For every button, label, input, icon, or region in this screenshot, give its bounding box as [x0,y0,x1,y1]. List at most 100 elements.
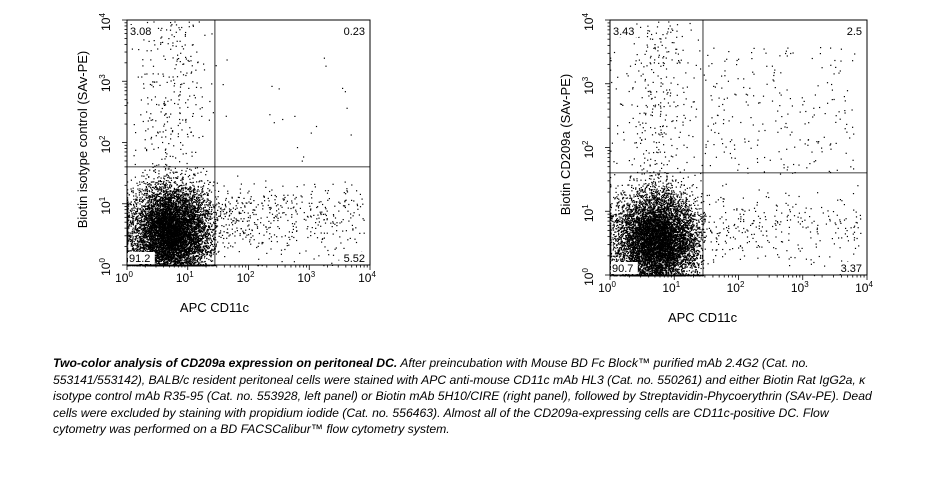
event-dot [189,261,191,263]
event-dot [206,194,208,196]
event-dot [194,236,196,239]
event-dot [144,248,146,250]
event-dot [205,243,207,245]
event-dot [131,242,133,244]
event-dot [142,233,144,235]
event-dot [157,236,159,238]
event-dot [154,227,156,229]
event-dot [174,258,176,260]
event-dot [193,198,195,200]
event-dot [171,197,173,199]
event-dot [188,213,190,215]
event-dot [153,226,155,228]
event-dot [167,232,169,234]
event-dot [193,207,195,209]
event-dot [205,249,207,251]
event-dot [213,251,215,253]
event-dot [181,238,183,240]
event-dot [178,225,180,227]
event-dot [204,242,206,244]
event-dot [182,192,184,194]
event-dot [138,227,140,229]
event-dot [189,197,191,199]
event-dot [179,216,181,218]
event-dot [193,236,195,238]
event-dot [183,191,185,194]
event-dot [141,205,143,207]
event-dot [208,246,210,248]
event-dot [136,216,138,218]
event-dot [188,232,190,234]
event-dot [182,198,184,200]
event-dot [132,248,134,250]
event-dot [211,224,213,226]
event-dot [177,195,180,197]
event-dot [146,238,148,241]
event-dot [167,210,169,212]
event-dot [181,215,183,217]
event-dot [197,258,199,260]
event-dot [160,177,162,179]
event-dot [152,202,154,204]
event-dot [166,258,168,260]
event-dot [200,180,202,182]
event-dot [137,184,139,187]
event-dot [127,248,129,250]
event-dot [138,194,140,196]
event-dot [156,193,158,195]
event-dot [162,183,164,185]
event-dot [156,244,158,246]
event-dot [141,175,143,177]
event-dot [201,242,203,244]
event-dot [180,238,182,240]
event-dot [193,234,195,236]
event-dot [152,198,154,200]
event-dot [196,167,198,169]
event-dot [140,228,143,230]
event-dot [200,186,202,188]
event-dot [210,239,213,241]
event-dot [182,196,184,198]
event-dot [175,235,177,237]
event-dot [191,214,193,216]
event-dot [156,210,158,213]
event-dot [152,192,154,194]
event-dot [154,249,156,251]
event-dot [158,176,160,178]
event-dot [207,215,209,217]
event-dot [194,227,197,229]
event-dot [152,209,154,211]
event-dot [139,214,141,216]
event-dot [171,256,173,258]
event-dot [207,194,209,196]
event-dot [203,227,205,229]
event-dot [136,213,138,215]
event-dot [158,225,161,227]
event-dot [200,240,202,242]
event-dot [190,220,193,222]
event-dot [154,234,156,236]
event-dot [201,201,204,203]
event-dot [168,225,170,227]
event-dot [163,187,166,189]
event-dot [191,242,193,245]
event-dot [152,181,154,183]
event-dot [129,224,131,226]
event-dot [184,244,186,247]
event-dot [158,170,160,172]
event-dot [134,226,136,228]
event-dot [129,221,132,223]
event-dot [137,202,139,204]
event-dot [137,245,139,247]
event-dot [175,200,177,202]
event-dot [201,216,203,218]
event-dot [137,188,139,190]
event-dot [172,171,174,173]
event-dot [153,178,155,180]
event-dot [147,194,149,196]
event-dot [153,218,156,220]
event-dot [208,232,210,234]
event-dot [186,218,188,220]
event-dot [169,221,171,223]
event-dot [154,242,156,244]
